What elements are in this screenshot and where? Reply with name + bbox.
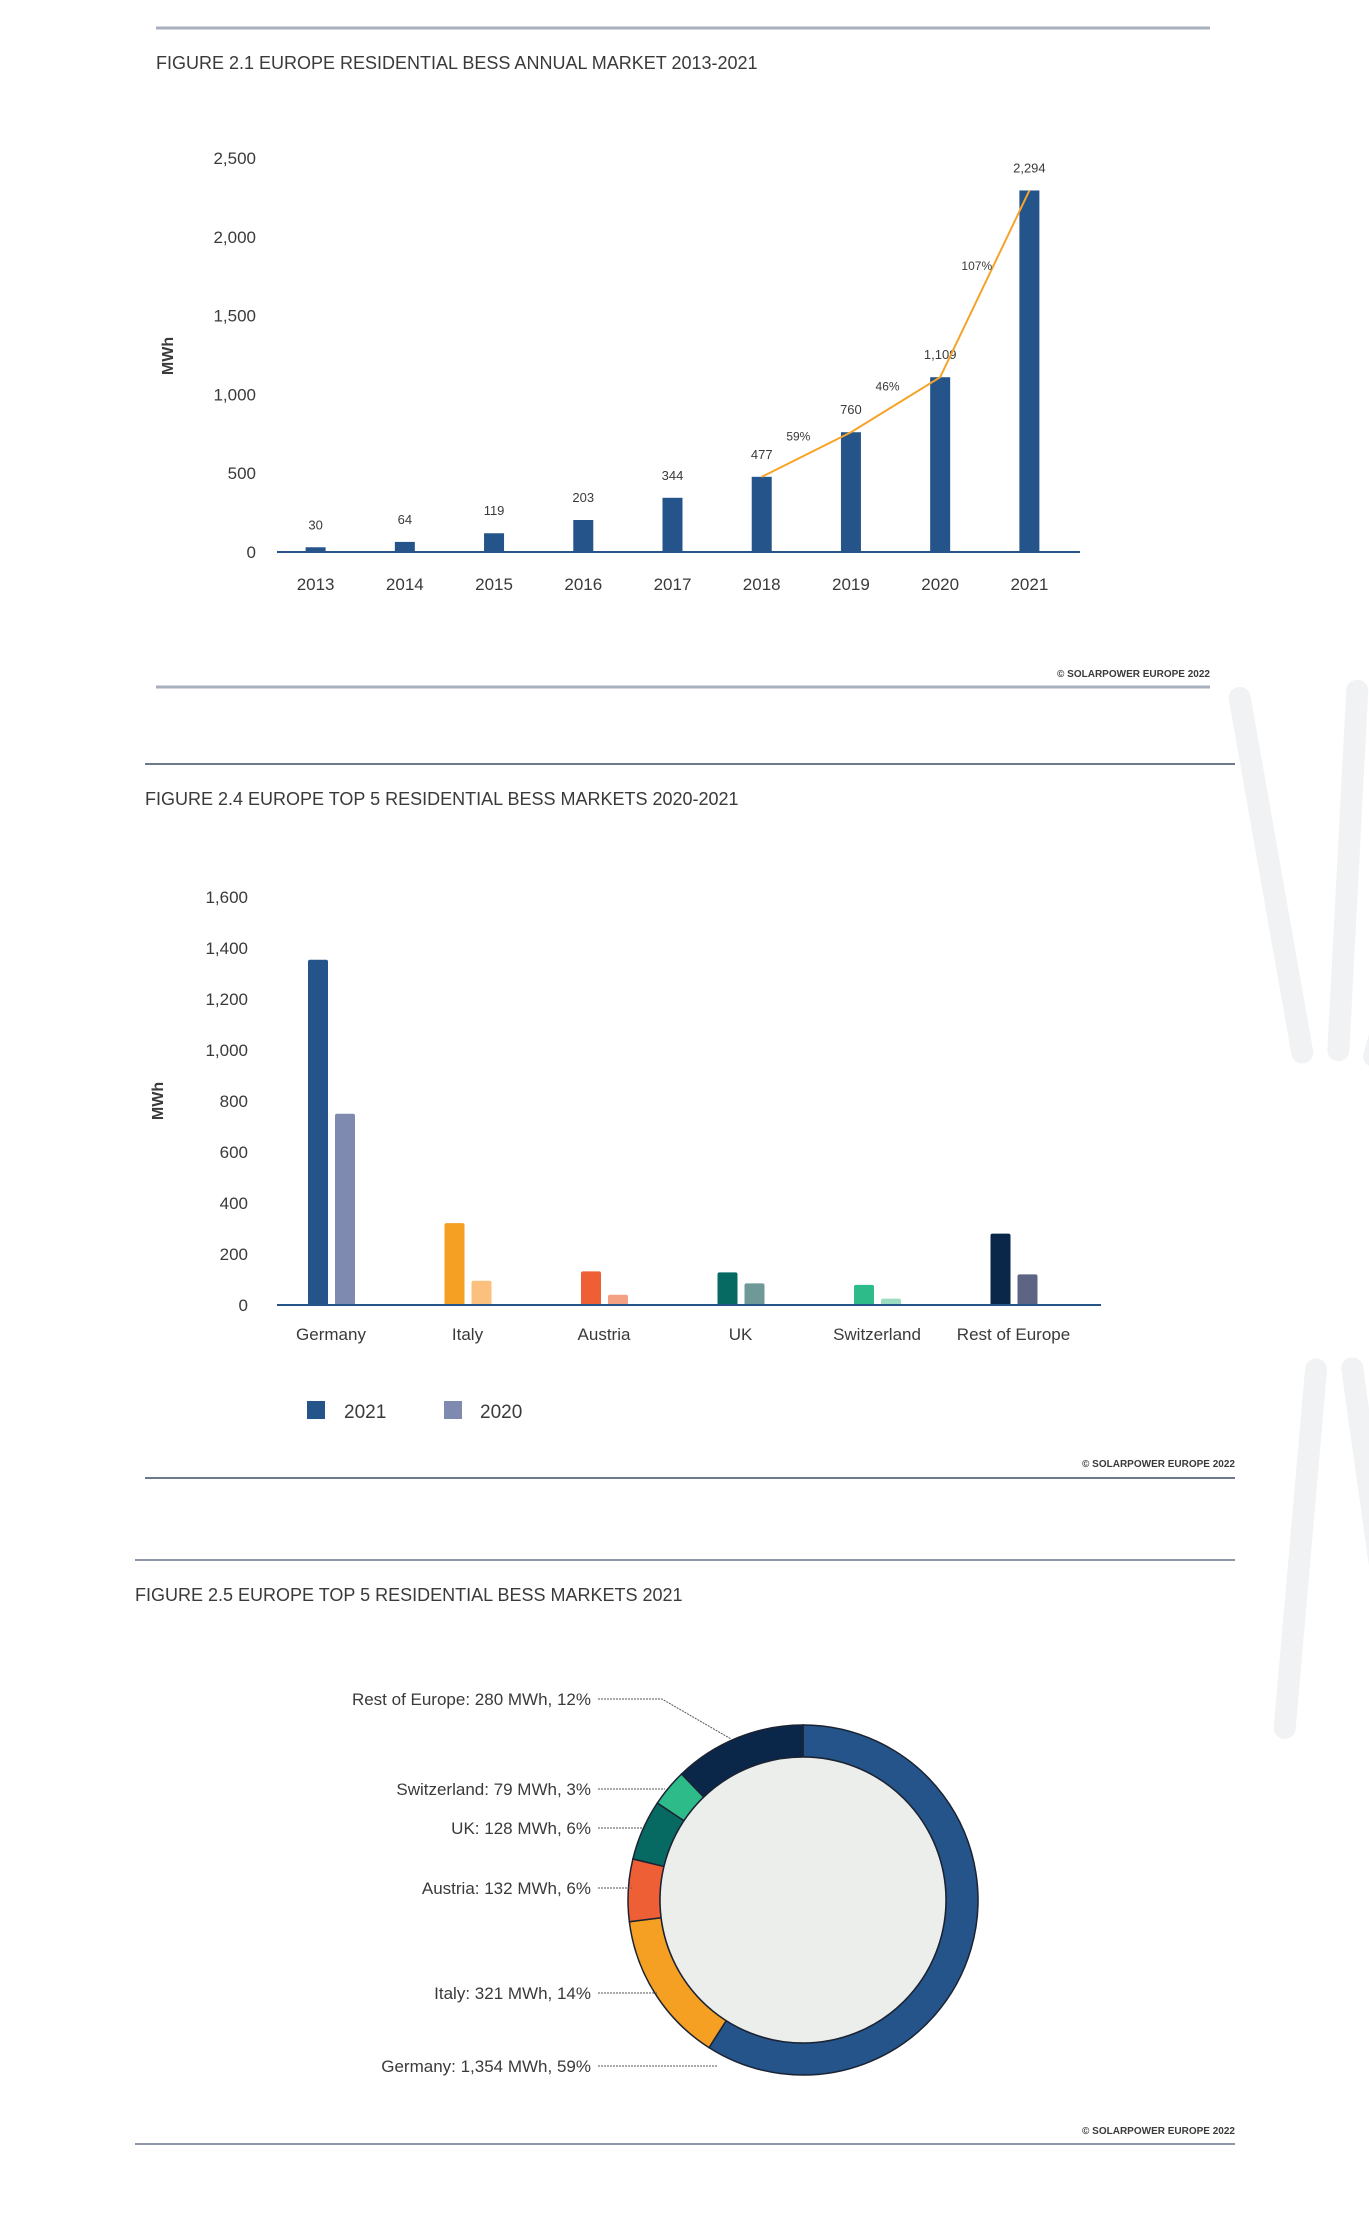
y-tick-label: 1,000 [213, 385, 256, 404]
bar-2021 [444, 1223, 465, 1305]
fig1-source: © SOLARPOWER EUROPE 2022 [1057, 669, 1210, 680]
bar-value-label: 30 [308, 517, 322, 532]
bar [930, 377, 951, 552]
bar [305, 547, 326, 552]
fig3-source: © SOLARPOWER EUROPE 2022 [1082, 2126, 1235, 2137]
slice-label: Rest of Europe: 280 MWh, 12% [352, 1690, 591, 1709]
x-tick-label: Rest of Europe [957, 1325, 1070, 1344]
x-tick-label: UK [729, 1325, 753, 1344]
sunburst-ray [1341, 1357, 1369, 1567]
bar-value-label: 203 [572, 490, 594, 505]
bar [1019, 190, 1040, 552]
y-tick-label: 2,000 [213, 228, 256, 247]
bar [394, 541, 415, 552]
fig1-y-axis-label: MWh [160, 337, 177, 375]
x-tick-label: 2016 [564, 575, 602, 594]
fig2-legend: 2021 2020 [307, 1401, 522, 1423]
legend-label-2021: 2021 [344, 1402, 386, 1423]
y-tick-label: 200 [220, 1245, 248, 1264]
fig2-chart: 0 200 400 600 800 1,000 1,200 1,400 1,600 Germany… [205, 888, 1101, 1344]
x-tick-label: 2013 [297, 575, 335, 594]
fig2-title: FIGURE 2.4 EUROPE TOP 5 RESIDENTIAL BESS… [145, 789, 739, 809]
x-tick-label: 2014 [386, 575, 424, 594]
fig3-chart: Germany: 1,354 MWh, 59% Italy: 321 MWh, 1… [352, 1690, 979, 2076]
legend-label-2020: 2020 [480, 1402, 522, 1423]
growth-rate-label: 46% [876, 380, 900, 394]
y-tick-label: 1,200 [205, 990, 248, 1009]
bar-value-label: 477 [751, 447, 773, 462]
slice-label: Austria: 132 MWh, 6% [422, 1879, 591, 1898]
x-tick-label: 2021 [1010, 575, 1048, 594]
x-tick-label: Italy [452, 1325, 484, 1344]
bar [484, 533, 505, 552]
bar-2020 [471, 1280, 492, 1305]
y-tick-label: 500 [228, 464, 256, 483]
bar-2021 [990, 1233, 1011, 1305]
x-tick-label: 2015 [475, 575, 513, 594]
bar [751, 476, 772, 552]
bar [662, 497, 683, 552]
sunburst-watermark [1228, 679, 1369, 1740]
x-tick-label: 2020 [921, 575, 959, 594]
fig3-title: FIGURE 2.5 EUROPE TOP 5 RESIDENTIAL BESS… [135, 1585, 683, 1605]
bar [573, 520, 594, 552]
slice-label: Italy: 321 MWh, 14% [434, 1984, 591, 2003]
x-tick-label: Germany [296, 1325, 366, 1344]
fig2-source: © SOLARPOWER EUROPE 2022 [1082, 1459, 1235, 1470]
slice-label: Germany: 1,354 MWh, 59% [381, 2057, 591, 2076]
bar-2021 [717, 1272, 738, 1305]
y-tick-label: 0 [247, 543, 256, 562]
growth-line [761, 190, 1031, 478]
x-tick-label: 2018 [743, 575, 781, 594]
donut-slice [627, 1858, 665, 1923]
bar-2020 [1017, 1274, 1038, 1305]
y-tick-label: 2,500 [213, 149, 256, 168]
bar-2020 [744, 1283, 765, 1305]
y-tick-label: 400 [220, 1194, 248, 1213]
legend-swatch-2020 [444, 1401, 462, 1419]
legend-swatch-2021 [307, 1401, 325, 1419]
x-tick-label: 2017 [654, 575, 692, 594]
bar-2021 [854, 1284, 874, 1305]
y-tick-label: 0 [239, 1296, 248, 1315]
bar [840, 432, 861, 552]
bar-2021 [581, 1271, 601, 1305]
bar-2021 [308, 959, 328, 1305]
x-tick-label: Switzerland [833, 1325, 921, 1344]
y-tick-label: 1,000 [205, 1041, 248, 1060]
bar-2020 [881, 1298, 901, 1305]
sunburst-ray [1273, 1358, 1328, 1740]
bar-value-label: 119 [484, 503, 505, 518]
y-tick-label: 1,400 [205, 939, 248, 958]
fig1-chart: 0 500 1,000 1,500 2,000 2,500 30 2013 64 2014 119 2… [213, 149, 1080, 594]
bar-value-label: 64 [398, 512, 412, 527]
donut-hole [659, 1756, 947, 2044]
slice-label: UK: 128 MWh, 6% [451, 1819, 591, 1838]
fig1-title: FIGURE 2.1 EUROPE RESIDENTIAL BESS ANNUA… [156, 53, 758, 73]
x-tick-label: 2019 [832, 575, 870, 594]
bar-value-label: 344 [662, 468, 684, 483]
slice-label: Switzerland: 79 MWh, 3% [396, 1780, 591, 1799]
growth-rate-label: 107% [961, 259, 992, 273]
bar-2020 [608, 1294, 628, 1305]
bar-value-label: 760 [840, 402, 862, 417]
y-tick-label: 800 [220, 1092, 248, 1111]
y-tick-label: 1,600 [205, 888, 248, 907]
bar-2020 [335, 1113, 355, 1305]
leader-line [598, 1698, 732, 1740]
fig2-y-axis-label: MWh [150, 1082, 167, 1120]
growth-rate-label: 59% [786, 430, 810, 444]
y-tick-label: 1,500 [213, 307, 256, 326]
x-tick-label: Austria [578, 1325, 631, 1344]
y-tick-label: 600 [220, 1143, 248, 1162]
bar-value-label: 2,294 [1013, 160, 1046, 175]
sunburst-ray [1228, 686, 1314, 1064]
sunburst-ray [1327, 679, 1369, 1062]
